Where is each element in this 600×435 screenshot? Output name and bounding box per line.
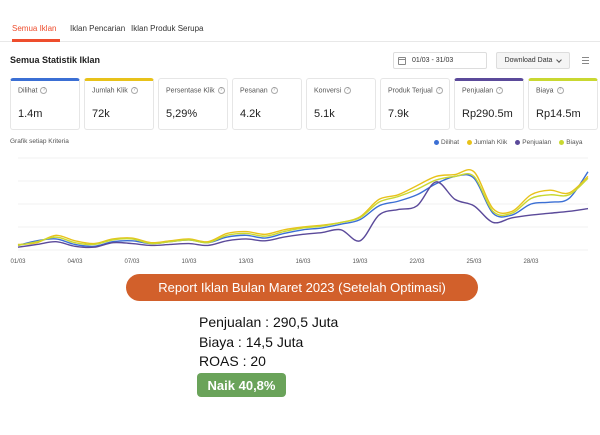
chart-title: Grafik setiap Kriteria (10, 138, 69, 145)
info-icon: ? (435, 87, 443, 94)
info-icon: ? (217, 87, 225, 94)
metric-label: Konversi (314, 87, 342, 95)
metric-label: Jumlah Klik (92, 87, 128, 95)
summary-penjualan: Penjualan : 290,5 Juta (199, 314, 339, 330)
legend-label: Jumlah Klik (474, 139, 508, 146)
menu-icon-line (581, 63, 589, 64)
section-title: Semua Statistik Iklan (10, 55, 101, 65)
series-line-penjualan (17, 181, 589, 249)
x-tick-label: 19/03 (352, 259, 368, 265)
download-data-label: Download Data (504, 57, 553, 64)
growth-badge: Naik 40,8% (197, 373, 286, 397)
menu-icon-line (581, 60, 589, 61)
legend-item-penjualan[interactable]: Penjualan (515, 139, 551, 146)
legend-label: Biaya (566, 139, 583, 146)
chart-legend: Dilihat Jumlah Klik Penjualan Biaya (434, 139, 582, 146)
metric-card-penjualan[interactable]: Penjualan? Rp290.5m (454, 78, 524, 130)
menu-icon-line (581, 57, 589, 58)
metric-label: Biaya (536, 87, 554, 95)
tab-iklan-produk-serupa[interactable]: Iklan Produk Serupa (131, 24, 204, 33)
ads-tab-bar: Semua Iklan Iklan Pencarian Iklan Produk… (0, 0, 600, 42)
metric-card-persentase-klik[interactable]: Persentase Klik? 5,29% (158, 78, 228, 130)
metric-value: Rp14.5m (536, 108, 581, 120)
metric-label: Dilihat (18, 87, 38, 95)
metric-card-biaya[interactable]: Biaya? Rp14.5m (528, 78, 598, 130)
line-chart: 01/03 04/03 07/03 10/03 13/03 16/03 19/03 22/03… (10, 157, 589, 265)
metric-value: Rp290.5m (462, 108, 513, 120)
metric-value: 7.9k (388, 108, 409, 120)
info-icon: ? (40, 87, 48, 94)
metric-label: Penjualan (462, 87, 494, 95)
metric-card-konversi[interactable]: Konversi? 5.1k (306, 78, 376, 130)
legend-dot (515, 140, 521, 145)
metric-value: 4.2k (240, 108, 261, 120)
metric-card-jumlah-klik[interactable]: Jumlah Klik? 72k (84, 78, 154, 130)
report-banner: Report Iklan Bulan Maret 2023 (Setelah O… (126, 274, 478, 301)
x-tick-label: 13/03 (238, 259, 254, 265)
date-range-value: 01/03 - 31/03 (412, 57, 454, 64)
more-menu-button[interactable] (578, 52, 592, 69)
legend-dot (434, 140, 439, 145)
x-tick-label: 16/03 (295, 259, 311, 265)
metric-label: Pesanan (240, 87, 268, 95)
info-icon: ? (344, 87, 352, 94)
tab-semua-iklan[interactable]: Semua Iklan (12, 24, 57, 33)
legend-item-dilihat[interactable]: Dilihat (434, 139, 459, 146)
summary-biaya: Biaya : 14,5 Juta (199, 334, 304, 350)
x-tick-label: 10/03 (181, 259, 197, 265)
metric-value: 1.4m (18, 108, 43, 120)
legend-item-jumlah-klik[interactable]: Jumlah Klik (467, 139, 507, 146)
x-tick-label: 04/03 (67, 259, 83, 265)
info-icon: ? (556, 87, 564, 94)
legend-dot (559, 140, 565, 145)
x-tick-label: 28/03 (523, 259, 539, 265)
legend-label: Penjualan (522, 139, 552, 146)
calendar-icon (398, 56, 406, 65)
series-line-dilihat (17, 171, 589, 248)
date-range-picker[interactable]: 01/03 - 31/03 (393, 52, 487, 69)
metric-value: 5,29% (166, 108, 198, 120)
x-tick-label: 07/03 (124, 259, 140, 265)
metric-card-dilihat[interactable]: Dilihat? 1.4m (10, 78, 80, 130)
download-data-button[interactable]: Download Data (496, 52, 570, 69)
x-tick-label: 01/03 (10, 259, 26, 265)
legend-label: Dilihat (441, 139, 460, 146)
legend-dot (467, 140, 473, 145)
active-tab-indicator (12, 39, 60, 42)
series-line-biaya (17, 172, 589, 247)
info-icon: ? (270, 87, 278, 94)
info-icon: ? (496, 87, 504, 94)
metric-value: 5.1k (314, 108, 335, 120)
x-tick-label: 22/03 (409, 259, 425, 265)
legend-item-biaya[interactable]: Biaya (559, 139, 582, 146)
metric-card-pesanan[interactable]: Pesanan? 4.2k (232, 78, 302, 130)
chevron-down-icon (556, 56, 563, 63)
metric-label: Persentase Klik (166, 87, 215, 95)
tab-iklan-pencarian[interactable]: Iklan Pencarian (70, 24, 126, 33)
metric-card-produk-terjual[interactable]: Produk Terjual? 7.9k (380, 78, 450, 130)
metric-value: 72k (92, 108, 110, 120)
summary-roas: ROAS : 20 (199, 353, 266, 369)
info-icon: ? (130, 87, 138, 94)
metric-label: Produk Terjual (388, 87, 433, 95)
series-line-jumlah-klik (17, 169, 589, 246)
x-tick-label: 25/03 (466, 259, 482, 265)
